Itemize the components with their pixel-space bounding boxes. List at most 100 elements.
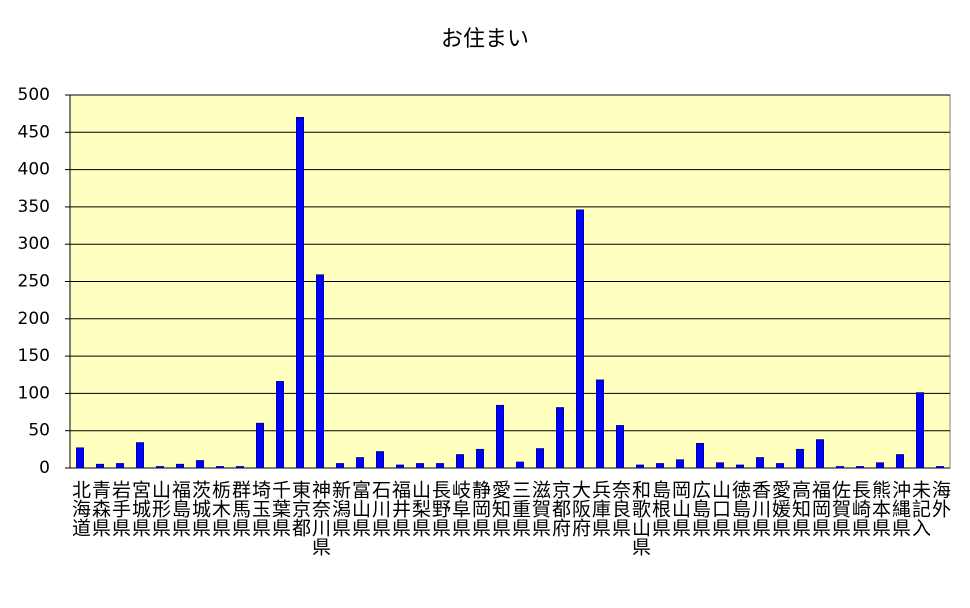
- bar: [896, 454, 905, 469]
- bar: [776, 463, 785, 469]
- bar: [876, 462, 885, 469]
- bar: [96, 463, 105, 469]
- x-tick-label: 熊本県: [869, 480, 891, 537]
- x-tick-label: 山口県: [709, 480, 731, 537]
- bar: [816, 439, 825, 469]
- x-tick-label: 埼玉県: [249, 480, 271, 537]
- x-tick-label: 千葉県: [269, 480, 291, 537]
- bar: [455, 454, 464, 469]
- y-tick-label: 100: [18, 383, 50, 403]
- bar: [475, 448, 484, 469]
- x-tick-label: 静岡県: [469, 480, 491, 537]
- bar: [796, 448, 805, 469]
- x-tick-label: 沖縄県: [889, 480, 911, 537]
- x-tick-label: 徳島県: [729, 480, 751, 537]
- bar: [576, 209, 585, 469]
- x-tick-label: 未記入: [909, 480, 931, 537]
- bar: [616, 425, 625, 469]
- bar: [656, 463, 665, 469]
- bar: [936, 466, 945, 469]
- bar: [395, 464, 404, 469]
- x-tick-label: 愛知県: [489, 480, 511, 537]
- bar: [275, 381, 284, 469]
- x-tick-label: 三重県: [509, 480, 531, 537]
- bar: [315, 274, 324, 469]
- bar: [756, 457, 765, 469]
- y-tick-label: 250: [18, 272, 50, 292]
- y-tick-label: 350: [18, 197, 50, 217]
- x-tick-label: 山梨県: [409, 480, 431, 537]
- x-tick-label: 新潟県: [329, 480, 351, 537]
- bar: [355, 457, 364, 469]
- x-tick-label: 福島県: [169, 480, 191, 537]
- bar: [596, 379, 605, 469]
- x-tick-label: 東京都: [289, 480, 311, 537]
- x-tick-label: 富山県: [349, 480, 371, 537]
- bar: [235, 466, 244, 469]
- x-tick-label: 大阪府: [569, 480, 591, 537]
- x-tick-label: 北海道: [69, 480, 91, 537]
- x-tick-label: 岡山県: [669, 480, 691, 537]
- x-tick-label: 長野県: [429, 480, 451, 537]
- chart-title: お住まい: [441, 27, 529, 52]
- y-tick-label: 200: [18, 309, 50, 329]
- bar: [335, 463, 344, 469]
- x-tick-label: 兵庫県: [589, 480, 611, 537]
- y-tick-label: 0: [39, 458, 50, 478]
- bar: [516, 461, 525, 469]
- bar: [916, 392, 925, 469]
- x-tick-label: 愛媛県: [769, 480, 791, 537]
- bar: [736, 464, 745, 469]
- bar: [375, 451, 384, 469]
- y-tick-label: 50: [28, 421, 50, 441]
- x-tick-label: 福井県: [389, 480, 411, 537]
- x-tick-label: 岩手県: [109, 480, 131, 537]
- bar: [696, 442, 705, 469]
- x-tick-label: 福岡県: [809, 480, 831, 537]
- x-tick-label: 栃木県: [209, 480, 231, 537]
- x-tick-label: 青森県: [89, 480, 111, 537]
- x-tick-label: 滋賀県: [529, 480, 551, 537]
- bar: [155, 466, 164, 469]
- bar: [135, 442, 144, 469]
- bar: [495, 404, 504, 469]
- bar: [556, 407, 565, 469]
- bar: [175, 463, 184, 469]
- x-tick-label: 広島県: [689, 480, 711, 537]
- bar: [116, 463, 125, 469]
- x-tick-label: 香川県: [749, 480, 771, 537]
- bar: [676, 459, 685, 469]
- bar: [215, 466, 224, 469]
- x-tick-label: 石川県: [369, 480, 391, 537]
- bar: [76, 447, 85, 469]
- y-tick-label: 500: [18, 85, 50, 105]
- bar: [195, 460, 204, 469]
- x-tick-label: 神奈川県: [309, 480, 331, 556]
- x-tick-label: 茨城県: [189, 480, 211, 537]
- x-tick-label: 京都府: [549, 480, 571, 537]
- x-tick-label: 岐阜県: [449, 480, 471, 537]
- x-tick-label: 和歌山県: [629, 480, 651, 556]
- x-tick-label: 海外: [929, 480, 951, 518]
- bar: [415, 463, 424, 469]
- bar: [636, 464, 645, 469]
- y-tick-label: 400: [18, 160, 50, 180]
- bar: [536, 448, 545, 469]
- bar: [716, 462, 725, 469]
- bar: [836, 466, 845, 469]
- x-tick-label: 奈良県: [609, 480, 631, 537]
- x-tick-label: 宮城県: [129, 480, 151, 537]
- x-tick-label: 長崎県: [849, 480, 871, 537]
- y-tick-label: 150: [18, 346, 50, 366]
- bar: [856, 466, 865, 469]
- x-tick-label: 高知県: [789, 480, 811, 537]
- bar: [435, 463, 444, 469]
- y-tick-label: 300: [18, 234, 50, 254]
- bar: [295, 116, 304, 469]
- x-tick-label: 佐賀県: [829, 480, 851, 537]
- bar: [255, 422, 264, 469]
- y-tick-label: 450: [18, 122, 50, 142]
- x-tick-label: 山形県: [149, 480, 171, 537]
- x-tick-label: 島根県: [649, 480, 671, 537]
